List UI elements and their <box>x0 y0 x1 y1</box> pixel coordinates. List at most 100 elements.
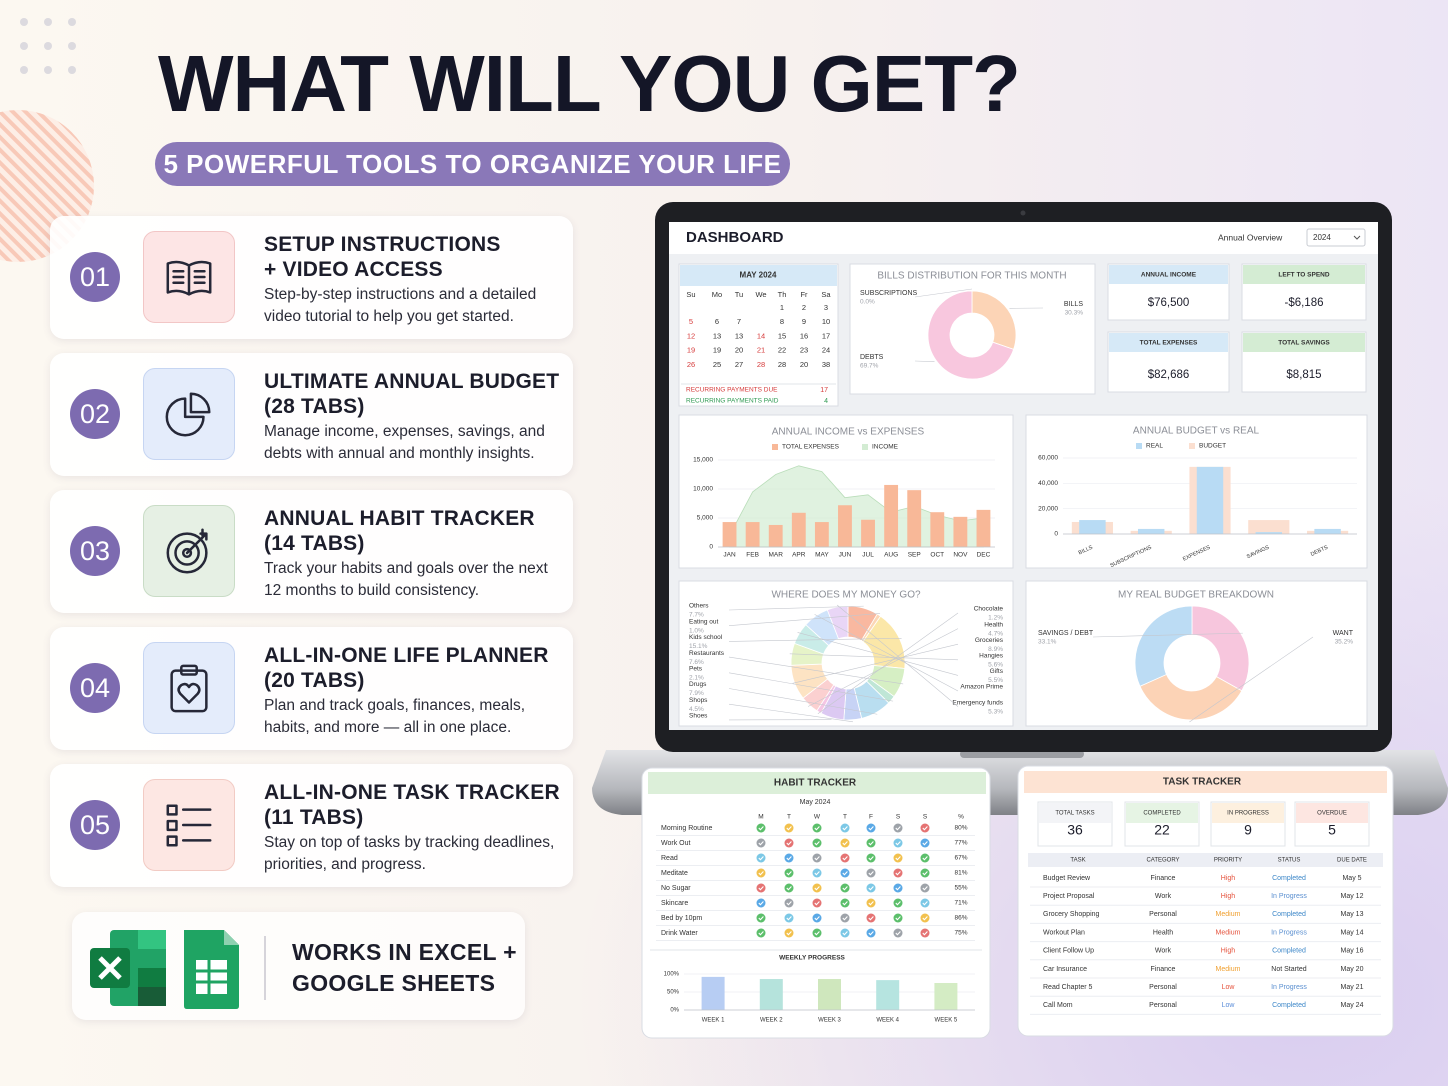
check-tick <box>786 901 792 906</box>
y-tick-label: 100% <box>664 972 680 978</box>
tool-title-line: + VIDEO ACCESS <box>264 258 443 281</box>
bar <box>701 976 725 1010</box>
check-icon <box>756 913 766 923</box>
check-tick <box>922 901 928 906</box>
calendar-day: 20 <box>800 360 808 369</box>
table-cell: Client Follow Up <box>1043 948 1094 955</box>
habit-rate: 86% <box>954 915 967 922</box>
pie-value-label: 69.7% <box>860 363 879 370</box>
x-tick-label: WEEK 1 <box>702 1018 725 1024</box>
table-cell: In Progress <box>1271 929 1307 936</box>
habit-day: S <box>923 814 928 821</box>
tool-icon <box>143 368 235 460</box>
check-icon <box>866 928 876 938</box>
weekday: Su <box>686 290 695 299</box>
table-cell: May 14 <box>1341 929 1364 936</box>
check-tick <box>786 871 792 876</box>
check-tick <box>814 826 820 831</box>
check-icon <box>840 838 850 848</box>
recurring-value: 17 <box>820 387 828 394</box>
tool-card: 05 ALL-IN-ONE TASK TRACKER (11 TABS) Stay o… <box>50 764 573 887</box>
icon-graphic <box>180 664 198 676</box>
check-tick <box>758 871 764 876</box>
check-tick <box>842 871 848 876</box>
habit-rate: 71% <box>954 900 967 907</box>
compat-line: GOOGLE SHEETS <box>292 970 496 996</box>
leader-line <box>792 643 959 684</box>
pie-label: Gifts <box>990 668 1004 675</box>
leader-line <box>728 672 894 702</box>
chart-title: ANNUAL INCOME vs EXPENSES <box>772 427 925 438</box>
pie-value-label: 30.3% <box>1065 310 1084 317</box>
pie-value-label: 35.2% <box>1335 639 1354 646</box>
check-tick <box>814 841 820 846</box>
pie-value-label: 7.7% <box>689 612 704 619</box>
calendar-header <box>680 265 837 286</box>
kpi-label: TOTAL EXPENSES <box>1140 340 1198 347</box>
table-cell: In Progress <box>1271 893 1307 900</box>
check-tick <box>786 856 792 861</box>
x-tick-label: WEEK 4 <box>876 1018 899 1024</box>
check-icon <box>784 868 794 878</box>
pie-slice <box>1139 673 1243 721</box>
check-tick <box>758 841 764 846</box>
bar <box>907 490 922 547</box>
pie-label: Chocolate <box>974 606 1004 613</box>
icon-graphic <box>181 547 193 559</box>
check-icon <box>866 898 876 908</box>
leader-line <box>797 632 959 676</box>
check-icon <box>893 883 903 893</box>
y-tick-label: 0% <box>670 1008 679 1014</box>
check-icon <box>812 823 822 833</box>
leader-line <box>728 637 902 642</box>
check-tick <box>814 856 820 861</box>
legend-label: REAL <box>1146 443 1163 450</box>
calendar-day: 1 <box>780 303 784 312</box>
pie-value-label: 33.1% <box>1038 639 1057 646</box>
task-header <box>1024 771 1387 793</box>
leader-line <box>814 614 959 692</box>
pie-label: Health <box>984 621 1003 628</box>
column-header: PRIORITY <box>1214 858 1242 864</box>
calendar-day: 7 <box>737 317 741 326</box>
pie-label: Drugs <box>689 681 707 688</box>
table-cell: Finance <box>1151 875 1176 882</box>
table-cell: Personal <box>1149 984 1177 991</box>
kpi-band <box>1243 265 1365 284</box>
table-cell: Medium <box>1216 966 1241 973</box>
excel-icon <box>138 968 166 987</box>
leader-line <box>836 604 959 707</box>
pie-label: Shoes <box>689 713 708 720</box>
pie-label: Kids school <box>689 634 723 641</box>
compatibility-box: WORKS IN EXCEL + GOOGLE SHEETS <box>72 912 525 1020</box>
habit-rate: 55% <box>954 885 967 892</box>
check-tick <box>922 826 928 831</box>
habit-rate: 75% <box>954 930 967 937</box>
pie-label: Pets <box>689 666 703 673</box>
habit-rate: 67% <box>954 855 967 862</box>
y-tick-label: 5,000 <box>697 515 714 522</box>
stat-value: 5 <box>1328 822 1336 838</box>
leader-line <box>728 605 864 611</box>
pie-value-label: 8.9% <box>988 646 1003 653</box>
check-icon <box>812 838 822 848</box>
check-tick <box>758 856 764 861</box>
table-cell: Health <box>1153 929 1173 936</box>
habit-name: Drink Water <box>661 930 698 937</box>
pie-value-label: 5.6% <box>988 662 1003 669</box>
bar <box>745 522 760 547</box>
table-cell: Completed <box>1272 948 1306 955</box>
pie-label: Shops <box>689 697 708 704</box>
table-header <box>1028 853 1383 867</box>
kpi-label: ANNUAL INCOME <box>1141 272 1197 279</box>
check-tick <box>868 886 874 891</box>
bar <box>722 522 737 547</box>
calendar-day: 19 <box>713 346 721 355</box>
tool-description: Step-by-step instructions and a detailed… <box>264 286 537 325</box>
pie-slice <box>927 290 1015 380</box>
tool-card: 01 SETUP INSTRUCTIONS + VIDEO ACCESS Step-b… <box>50 216 573 339</box>
table-cell: Completed <box>1272 911 1306 918</box>
habit-rate: 81% <box>954 870 967 877</box>
check-tick <box>895 886 901 891</box>
pie-label: Groceries <box>975 637 1004 644</box>
